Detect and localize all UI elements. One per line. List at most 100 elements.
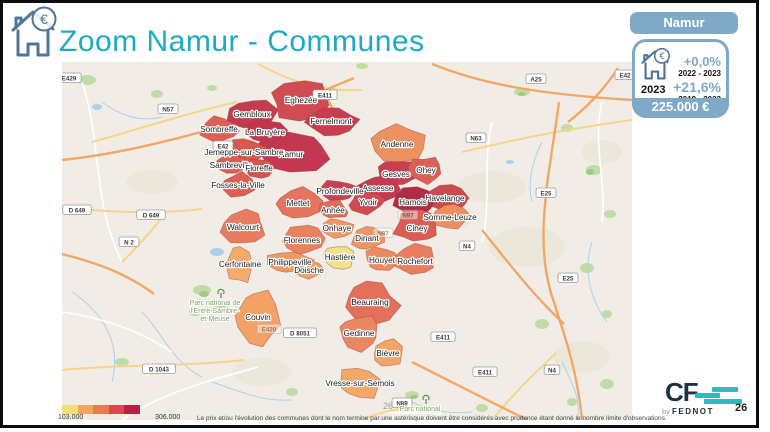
commune-shape-sombreffe — [199, 115, 241, 142]
svg-text:D 649: D 649 — [143, 212, 160, 219]
road-badge-n57: N57 — [157, 103, 179, 114]
commune-label: Dinant — [355, 234, 379, 243]
svg-text:N57: N57 — [162, 106, 174, 113]
euro-glyph: € — [40, 11, 48, 27]
road-badge-e42: E42 — [614, 69, 632, 80]
commune-label: Mettet — [287, 199, 310, 208]
road-badge-e429: E429 — [62, 72, 82, 83]
commune-shape-la-bruy-re — [244, 119, 289, 144]
commune-label: Rochefort — [397, 257, 433, 266]
commune-label: Somme-Leuze — [423, 213, 477, 222]
commune-label: Hastière — [325, 253, 356, 262]
svg-text:E411: E411 — [318, 92, 333, 99]
svg-text:E25: E25 — [562, 275, 574, 282]
road-badge-n63: N63 — [465, 132, 487, 143]
svg-text:E429: E429 — [62, 75, 77, 82]
commune-shape-yvoir — [348, 190, 387, 216]
commune-label: Andenne — [381, 140, 414, 149]
commune-shape-bi-vre — [374, 338, 403, 367]
commune-shape-vresse-sur-semois — [340, 367, 381, 399]
park-label: Parc national — [400, 406, 441, 413]
road-badge-n97: N97 — [397, 209, 419, 220]
stats-change-1: +0,0% — [683, 54, 721, 69]
commune-label: Yvoir — [359, 198, 377, 207]
commune-shape-hamois — [392, 186, 437, 219]
road-badge-e411: E411 — [312, 89, 338, 100]
commune-shape-ohey — [407, 156, 442, 186]
commune-label: Florennes — [284, 236, 320, 245]
commune-shape-onhaye — [321, 218, 355, 239]
legend-max-label: 306.000 — [155, 414, 181, 421]
choropleth-map: E420 N97 N97 E429 N57 E42 E411 E42 A25 N63 E25 N4 E2… — [62, 62, 632, 420]
commune-shape-cerfontaine — [225, 246, 252, 284]
commune-label: Philippeville — [268, 258, 312, 267]
road-badge-e411: E411 — [430, 331, 456, 342]
stats-box: € 2023 +0,0% 2022 - 2023 +21,6% 2019 - 2… — [632, 39, 729, 118]
legend-min-label: 103.000 — [58, 414, 84, 421]
commune-shape-profondeville — [320, 179, 358, 201]
commune-shape-dinant — [350, 226, 386, 250]
disclaimer-text: Le prix et/ou l'évolution des communes d… — [197, 415, 667, 422]
commune-label: Hamois — [399, 198, 427, 207]
map-canvas: E420 N97 N97 E429 N57 E42 E411 E42 A25 N63 E25 N4 E2… — [62, 62, 632, 420]
legend-color-step — [124, 405, 140, 414]
commune-shape-houyet — [365, 246, 398, 271]
commune-label: Anhée — [321, 206, 345, 215]
commune-shape-beauraing — [345, 280, 402, 326]
page-number: 26 — [735, 402, 748, 414]
road-badge-e25: E25 — [535, 187, 557, 198]
svg-text:N63: N63 — [470, 135, 482, 142]
cf-logo: CF — [665, 377, 699, 407]
svg-text:E411: E411 — [436, 334, 451, 341]
commune-shape-mettet — [275, 186, 324, 219]
commune-label: Ciney — [407, 224, 429, 233]
stats-price: 225.000 € — [634, 98, 727, 116]
legend-color-step — [93, 405, 109, 414]
commune-shape-sambreville — [214, 153, 249, 174]
commune-label: Gesves — [382, 170, 410, 179]
svg-text:D 1043: D 1043 — [149, 366, 170, 373]
commune-shape-floreffe — [246, 158, 275, 179]
park-label: l'Entre-Sambre- — [191, 308, 240, 315]
road-badge-a25: A25 — [525, 73, 547, 84]
stats-change-2: +21,6% — [673, 79, 721, 95]
commune-shape-fernelmont — [303, 107, 361, 137]
svg-text:N4: N4 — [463, 243, 471, 250]
road-badge-e25: E25 — [557, 272, 579, 283]
house-euro-icon-small: € — [641, 47, 670, 80]
commune-label: Bièvre — [376, 349, 400, 358]
legend-color-step — [62, 405, 78, 414]
commune-label: Walcourt — [227, 223, 260, 232]
park-label: Parc national de — [190, 300, 241, 307]
commune-shape-hasti-re — [323, 246, 355, 270]
commune-label: Fosses-la-Ville — [211, 181, 265, 190]
road-badge-e42: E42 — [212, 140, 234, 151]
commune-label: Cerfontaine — [219, 260, 262, 269]
svg-text:A25: A25 — [530, 76, 542, 83]
svg-text:N97: N97 — [402, 212, 414, 219]
commune-label: Gedinne — [344, 329, 375, 338]
house-euro-icon: € — [11, 6, 57, 57]
fednot-label: FEDNOT — [672, 407, 714, 416]
road-badge-d8051: D 8051 — [283, 327, 317, 338]
svg-text:N4: N4 — [548, 367, 556, 374]
fednot-byline: by FEDNOT — [662, 407, 714, 416]
commune-shape-walcourt — [219, 208, 266, 244]
stats-period-1: 2022 - 2023 — [678, 69, 721, 78]
map-attribution: 26 — [383, 401, 393, 411]
road-badge-n97: N97 — [372, 227, 394, 238]
svg-text:E411: E411 — [478, 369, 493, 376]
commune-label: Onhaye — [323, 224, 352, 233]
commune-label: Sombreffe — [200, 125, 238, 134]
commune-shape-somme-leuze — [430, 203, 472, 230]
commune-label: Profondeville — [316, 187, 364, 196]
svg-text:€: € — [659, 51, 664, 61]
road-badge-n4: N4 — [458, 240, 476, 251]
commune-label: Beauraing — [351, 298, 389, 307]
road-badge-e420: E420 — [256, 323, 282, 334]
commune-shape-doische — [294, 260, 324, 280]
commune-shape-gedinne — [339, 315, 378, 353]
commune-label: Houyet — [369, 256, 396, 265]
svg-text:E42: E42 — [217, 143, 229, 150]
